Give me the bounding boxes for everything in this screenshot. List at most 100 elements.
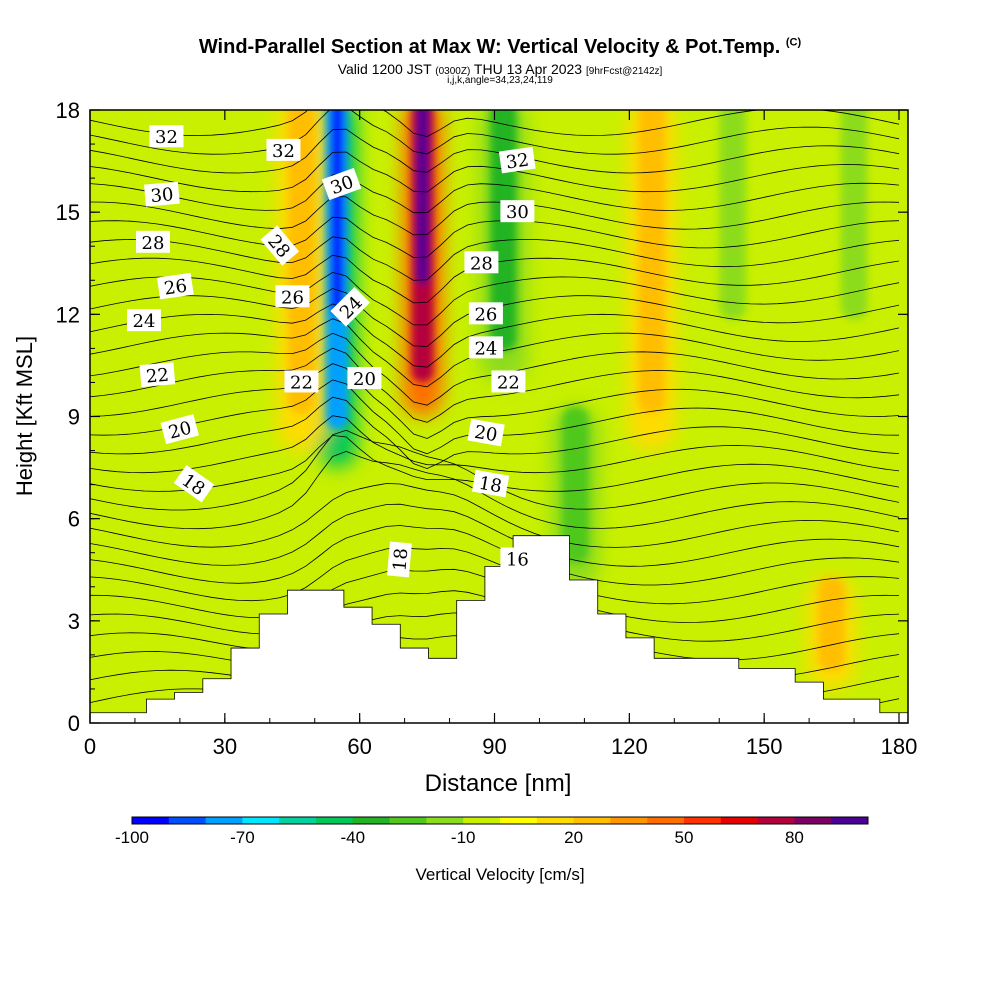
contour-label: 28 bbox=[135, 230, 170, 254]
colorbar-swatch bbox=[205, 817, 243, 824]
colorbar-swatch bbox=[720, 817, 759, 824]
colorbar-label: Vertical Velocity [cm/s] bbox=[415, 865, 584, 884]
x-tick-label: 120 bbox=[611, 734, 648, 759]
contour-label: 22 bbox=[284, 370, 319, 393]
contour-label: 18 bbox=[471, 469, 510, 498]
axes: 0 30 60 90 120 150 180 0 3 6 9 12 15 18 bbox=[56, 98, 918, 759]
colorbar-swatch bbox=[647, 817, 685, 824]
contour-label-text: 28 bbox=[142, 233, 165, 254]
colorbar: -100 -70 -40 -10 20 50 80 bbox=[115, 816, 869, 847]
colorbar-swatch bbox=[500, 817, 538, 824]
y-tick-label: 18 bbox=[56, 98, 80, 123]
chart-title-text: Wind-Parallel Section at Max W: Vertical… bbox=[198, 36, 781, 58]
colorbar-swatch bbox=[794, 817, 832, 824]
chart-title: Wind-Parallel Section at Max W: Vertical… bbox=[0, 36, 1000, 59]
x-tick-label: 180 bbox=[881, 734, 918, 759]
colorbar-tick-label: 80 bbox=[785, 828, 804, 847]
x-axis-label: Distance [nm] bbox=[425, 770, 572, 797]
contour-label: 22 bbox=[491, 370, 526, 393]
contour-label-text: 26 bbox=[474, 304, 497, 325]
valid-date: THU 13 Apr 2023 bbox=[473, 61, 583, 77]
colorbar-tick-label: -70 bbox=[230, 828, 255, 847]
colorbar-swatch bbox=[316, 817, 354, 824]
contour-label-text: 26 bbox=[163, 276, 189, 300]
contour-label: 18 bbox=[386, 541, 412, 578]
contour-label: 20 bbox=[347, 367, 382, 390]
contour-label-text: 24 bbox=[474, 338, 497, 359]
contour-label-text: 32 bbox=[155, 127, 178, 148]
isentrope-line bbox=[90, 271, 900, 326]
velocity-feature bbox=[818, 576, 845, 671]
isentrope-line bbox=[90, 415, 900, 474]
colorbar-swatch bbox=[831, 817, 869, 824]
isentrope-line bbox=[90, 128, 900, 174]
contour-label-text: 32 bbox=[505, 150, 531, 174]
colorbar-tick-label: -10 bbox=[451, 828, 476, 847]
y-tick-label: 3 bbox=[68, 609, 80, 634]
x-tick-label: 90 bbox=[482, 734, 506, 759]
colorbar-swatch bbox=[426, 817, 464, 824]
velocity-feature bbox=[562, 406, 589, 564]
contour-label: 30 bbox=[144, 181, 180, 207]
colorbar-swatch bbox=[757, 817, 795, 824]
x-tick-label: 30 bbox=[213, 734, 237, 759]
isentrope-line bbox=[90, 347, 900, 423]
valid-time-line: Valid 1200 JST (0300Z) THU 13 Apr 2023 [… bbox=[0, 61, 1000, 77]
isentrope-line bbox=[90, 450, 900, 530]
forecast-info: [9hrFcst@2142z] bbox=[585, 66, 663, 77]
colorbar-swatch bbox=[536, 817, 575, 824]
colorbar-tick-label: 50 bbox=[675, 828, 694, 847]
contour-label-text: 24 bbox=[133, 311, 156, 332]
contour-label: 24 bbox=[468, 336, 503, 359]
contour-label: 24 bbox=[126, 309, 161, 332]
valid-prefix: Valid 1200 JST bbox=[337, 61, 432, 77]
contour-label: 26 bbox=[275, 285, 310, 308]
isentrope-line bbox=[90, 525, 900, 586]
colorbar-swatch bbox=[132, 817, 170, 824]
copyright-mark: (C) bbox=[785, 36, 802, 49]
isentrope-line bbox=[90, 396, 900, 470]
isentrope-line bbox=[90, 151, 900, 193]
colorbar-frame bbox=[131, 816, 869, 825]
colorbar-swatch bbox=[279, 817, 317, 824]
contour-label: 28 bbox=[464, 251, 499, 274]
colorbar-swatch bbox=[463, 817, 501, 824]
isentrope-line bbox=[90, 174, 900, 214]
contour-label: 22 bbox=[139, 362, 176, 388]
colorbar-swatch bbox=[389, 817, 427, 824]
contour-label-text: 18 bbox=[477, 473, 503, 498]
velocity-feature bbox=[638, 110, 666, 414]
velocity-feature bbox=[840, 110, 868, 320]
contour-label: 32 bbox=[266, 138, 301, 162]
contour-label-text: 18 bbox=[389, 547, 412, 572]
y-tick-label: 12 bbox=[56, 302, 80, 327]
contour-label-text: 20 bbox=[473, 422, 499, 447]
colorbar-swatch bbox=[242, 817, 280, 824]
colorbar-tick-label: -40 bbox=[341, 828, 366, 847]
contour-label-text: 20 bbox=[353, 369, 376, 390]
isentrope-line bbox=[90, 196, 900, 236]
colorbar-swatch bbox=[352, 817, 391, 824]
contour-label-text: 28 bbox=[470, 253, 493, 274]
x-tick-label: 0 bbox=[84, 734, 96, 759]
contour-label: 30 bbox=[500, 200, 535, 223]
velocity-feature bbox=[719, 110, 746, 320]
contour-label: 30 bbox=[321, 167, 362, 201]
colorbar-tick-label: 20 bbox=[564, 828, 583, 847]
contour-label-text: 30 bbox=[150, 184, 175, 207]
y-tick-label: 15 bbox=[56, 200, 80, 225]
isentrope-line bbox=[90, 110, 900, 155]
isentrope-line bbox=[90, 236, 900, 281]
utc-time: (0300Z) bbox=[435, 66, 471, 77]
isentrope-line bbox=[90, 547, 900, 605]
contour-label-text: 22 bbox=[290, 372, 313, 393]
contour-label: 26 bbox=[156, 272, 194, 300]
isentrope-line bbox=[90, 216, 900, 259]
colorbar-swatch bbox=[610, 817, 648, 824]
y-tick-label: 6 bbox=[68, 507, 80, 532]
isentrope-line bbox=[90, 110, 900, 138]
isentrope-line bbox=[90, 503, 900, 567]
colorbar-swatch bbox=[573, 817, 611, 824]
